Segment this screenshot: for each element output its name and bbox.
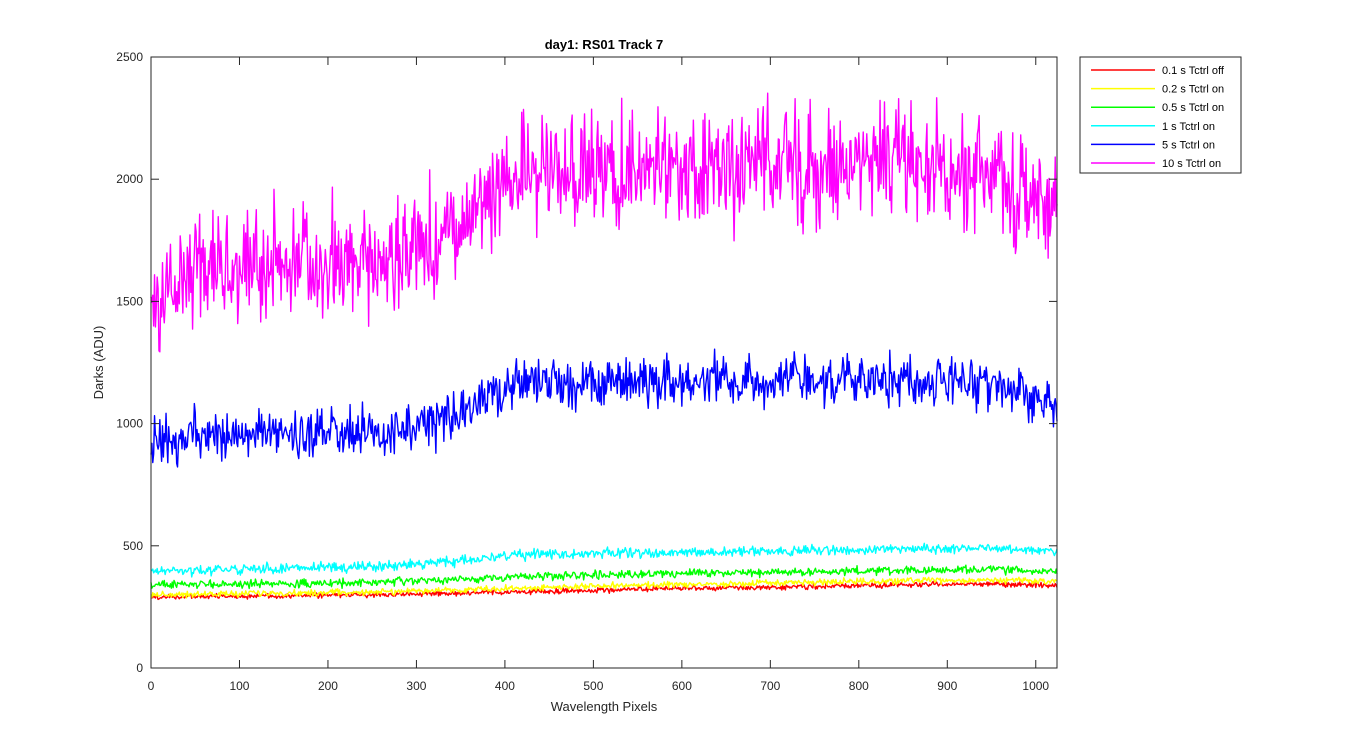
x-tick-label: 1000	[1022, 679, 1049, 693]
x-tick-label: 0	[148, 679, 155, 693]
x-tick-label: 600	[672, 679, 692, 693]
x-tick-label: 800	[849, 679, 869, 693]
legend-box	[1079, 56, 1242, 174]
series-line	[150, 580, 1058, 601]
legend-label: 1 s Tctrl on	[1162, 121, 1215, 133]
y-axis-label: Darks (ADU)	[91, 326, 106, 400]
legend-label: 0.2 s Tctrl on	[1162, 84, 1224, 96]
y-tick-label: 2000	[116, 172, 143, 186]
x-tick-label: 300	[406, 679, 426, 693]
x-axis-label: Wavelength Pixels	[551, 699, 658, 714]
legend-label: 5 s Tctrl on	[1162, 139, 1215, 151]
y-tick-label: 0	[136, 661, 143, 675]
x-tick-label: 900	[937, 679, 957, 693]
x-axis: 0 100 200 300 400 500 600 700 800 900 1000	[148, 57, 1049, 693]
y-tick-label: 1000	[116, 417, 143, 431]
series-layer	[150, 92, 1058, 601]
series-line	[150, 542, 1058, 578]
legend-label: 10 s Tctrl on	[1162, 158, 1221, 170]
x-tick-label: 500	[583, 679, 603, 693]
legend-label: 0.5 s Tctrl on	[1162, 102, 1224, 114]
y-tick-label: 500	[123, 539, 143, 553]
legend: 0.1 s Tctrl off 0.2 s Tctrl on 0.5 s Tctrl…	[1079, 56, 1242, 174]
series-line	[150, 576, 1058, 599]
plot-area	[150, 56, 1058, 669]
y-tick-label: 1500	[116, 294, 143, 308]
x-tick-label: 100	[229, 679, 249, 693]
y-tick-label: 2500	[116, 50, 143, 64]
legend-items: 0.1 s Tctrl off 0.2 s Tctrl on 0.5 s Tctrl…	[1091, 65, 1225, 170]
x-tick-label: 200	[318, 679, 338, 693]
series-line	[150, 564, 1058, 590]
axes-box	[150, 56, 1058, 669]
chart-title: day1: RS01 Track 7	[545, 37, 664, 52]
series-line	[150, 92, 1058, 353]
x-tick-label: 700	[760, 679, 780, 693]
plot-background	[151, 57, 1057, 668]
y-axis: 0 500 1000 1500 2000 2500	[116, 50, 1057, 675]
series-line	[150, 348, 1058, 468]
x-tick-label: 400	[495, 679, 515, 693]
legend-label: 0.1 s Tctrl off	[1162, 65, 1225, 77]
